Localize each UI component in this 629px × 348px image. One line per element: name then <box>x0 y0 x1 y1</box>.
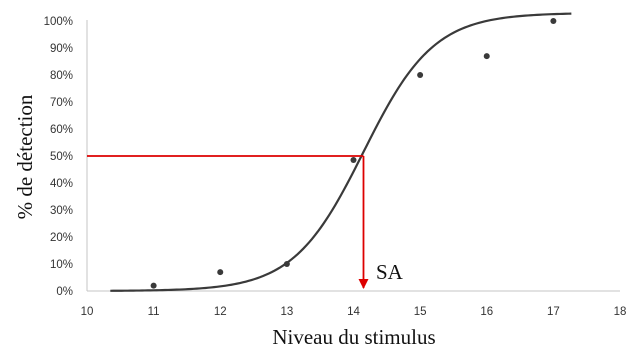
threshold-label: SA <box>376 260 404 284</box>
data-point <box>417 72 424 78</box>
x-tick-label: 14 <box>347 306 360 318</box>
data-point <box>217 269 224 276</box>
data-point <box>550 18 557 24</box>
y-tick-label: 80% <box>50 70 73 82</box>
x-tick-label: 18 <box>614 306 627 318</box>
data-point <box>283 261 290 267</box>
y-axis-title: % de détection <box>13 94 37 219</box>
y-tick-labels: 0% 10% 20% 30% 40% 50% 60% 70% 80% 90% 100% <box>44 16 73 298</box>
y-tick-label: 0% <box>56 286 73 298</box>
y-tick-label: 60% <box>50 124 73 136</box>
x-tick-label: 13 <box>280 306 293 318</box>
x-tick-labels: 10 11 12 13 14 15 16 17 18 <box>81 306 627 318</box>
data-point <box>150 282 157 289</box>
y-tick-label: 90% <box>50 43 73 55</box>
y-tick-label: 30% <box>50 205 73 217</box>
data-point <box>350 157 357 164</box>
x-tick-label: 10 <box>81 306 94 318</box>
y-tick-label: 10% <box>50 259 73 271</box>
y-tick-label: 70% <box>50 97 73 109</box>
x-tick-label: 15 <box>414 306 427 318</box>
data-point <box>483 53 490 60</box>
x-tick-label: 16 <box>480 306 493 318</box>
x-tick-label: 11 <box>148 306 160 318</box>
data-points <box>150 18 557 289</box>
x-tick-label: 12 <box>214 306 227 318</box>
x-axis-title: Niveau du stimulus <box>272 325 435 348</box>
y-tick-label: 100% <box>44 16 73 28</box>
y-tick-label: 40% <box>50 178 73 190</box>
x-tick-label: 17 <box>547 306 560 318</box>
y-tick-label: 50% <box>50 151 73 163</box>
y-tick-label: 20% <box>50 232 73 244</box>
fit-curve <box>110 12 572 292</box>
